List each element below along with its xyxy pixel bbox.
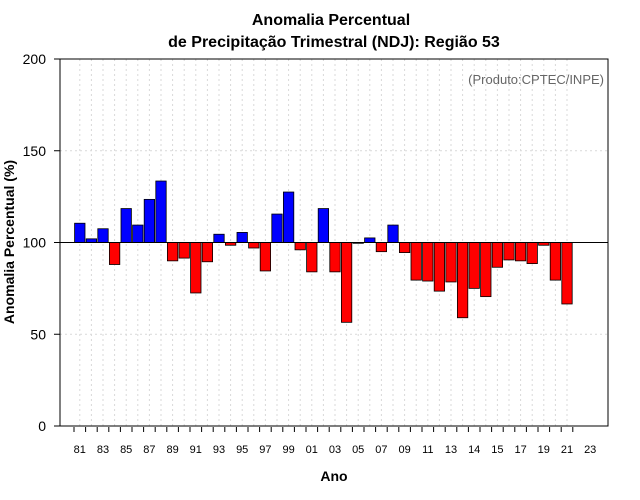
x-tick-label: 91	[190, 444, 202, 456]
x-tick-label: 17	[514, 444, 526, 456]
x-tick-label: 11	[422, 444, 433, 456]
bar-1996	[248, 242, 260, 249]
bar-1989	[166, 242, 179, 262]
bar-1991	[190, 242, 202, 294]
bar-2010	[410, 242, 422, 281]
bar-1984	[109, 242, 121, 265]
x-axis: 81 83 85 87 89 91 93 95 97 99 01 03 05 07 09 11 13 14 15 17…	[73, 427, 596, 456]
x-tick-label: 89	[166, 444, 178, 456]
x-tick-label: 99	[282, 444, 294, 456]
y-tick-label: 100	[23, 235, 47, 251]
bar-2017	[491, 242, 504, 268]
x-tick-label: 03	[329, 444, 341, 456]
x-tick-label: 05	[352, 444, 364, 456]
bar-2001	[306, 242, 318, 273]
y-tick-label: 150	[23, 143, 47, 159]
bar-2007	[375, 242, 388, 253]
x-tick-label: 13	[445, 444, 457, 456]
x-axis-label: Ano	[320, 468, 347, 484]
chart-subtitle: de Precipitação Trimestral (NDJ): Região…	[168, 34, 500, 51]
x-tick-label: 07	[375, 444, 387, 456]
bar-2023	[561, 242, 573, 305]
bar-2002	[317, 208, 330, 243]
x-tick-label: 93	[213, 444, 225, 456]
x-tick-label: 01	[306, 444, 318, 456]
bar-1985	[120, 208, 132, 243]
bar-1995	[236, 232, 248, 243]
bar-2004	[340, 242, 353, 323]
bar-2013	[445, 242, 457, 283]
bar-1988	[155, 180, 167, 243]
bar-2020	[526, 242, 538, 265]
bar-2012	[433, 242, 446, 292]
bar-1993	[213, 233, 225, 243]
y-tick-label: 200	[23, 51, 47, 67]
bar-2014	[456, 242, 469, 319]
bar-1999	[282, 191, 295, 243]
bar-2015	[468, 242, 480, 289]
bar-2003	[329, 242, 341, 273]
y-axis: 0 50 100 150 200	[23, 51, 60, 434]
bar-2016	[480, 242, 492, 298]
bar-2008	[387, 224, 399, 243]
x-tick-label: 23	[584, 444, 596, 456]
y-tick-label: 50	[30, 326, 46, 342]
x-tick-label: 21	[561, 444, 573, 456]
bar-1987	[143, 198, 155, 243]
x-tick-label: 14	[468, 444, 480, 456]
x-tick-label: 81	[74, 444, 86, 456]
credit-text: (Produto:CPTEC/INPE)	[468, 72, 604, 87]
bar-2009	[398, 242, 411, 253]
bars-group	[74, 180, 573, 323]
bar-1986	[132, 224, 144, 243]
x-tick-label: 19	[538, 444, 550, 456]
bar-1983	[97, 228, 109, 243]
bar-1997	[259, 242, 272, 272]
bar-1990	[178, 242, 190, 259]
y-tick-label: 0	[38, 418, 46, 434]
chart-title: Anomalia Percentual	[252, 12, 410, 29]
bar-1982	[85, 238, 97, 243]
bar-2018	[503, 242, 515, 261]
x-tick-label: 83	[97, 444, 109, 456]
x-tick-label: 97	[259, 444, 271, 456]
x-tick-label: 15	[491, 444, 503, 456]
y-axis-label: Anomalia Percentual (%)	[1, 160, 17, 324]
bar-2000	[294, 242, 306, 251]
bar-2019	[515, 242, 527, 262]
bar-2011	[422, 242, 434, 282]
bar-1981	[74, 222, 86, 243]
x-tick-label: 09	[398, 444, 410, 456]
grid-lines	[60, 59, 608, 426]
x-tick-label: 85	[120, 444, 132, 456]
x-tick-label: 95	[236, 444, 248, 456]
bar-1998	[271, 213, 283, 243]
x-tick-label: 87	[143, 444, 155, 456]
bar-2022	[549, 242, 562, 281]
bar-2006	[364, 237, 376, 243]
bar-1992	[201, 242, 213, 263]
